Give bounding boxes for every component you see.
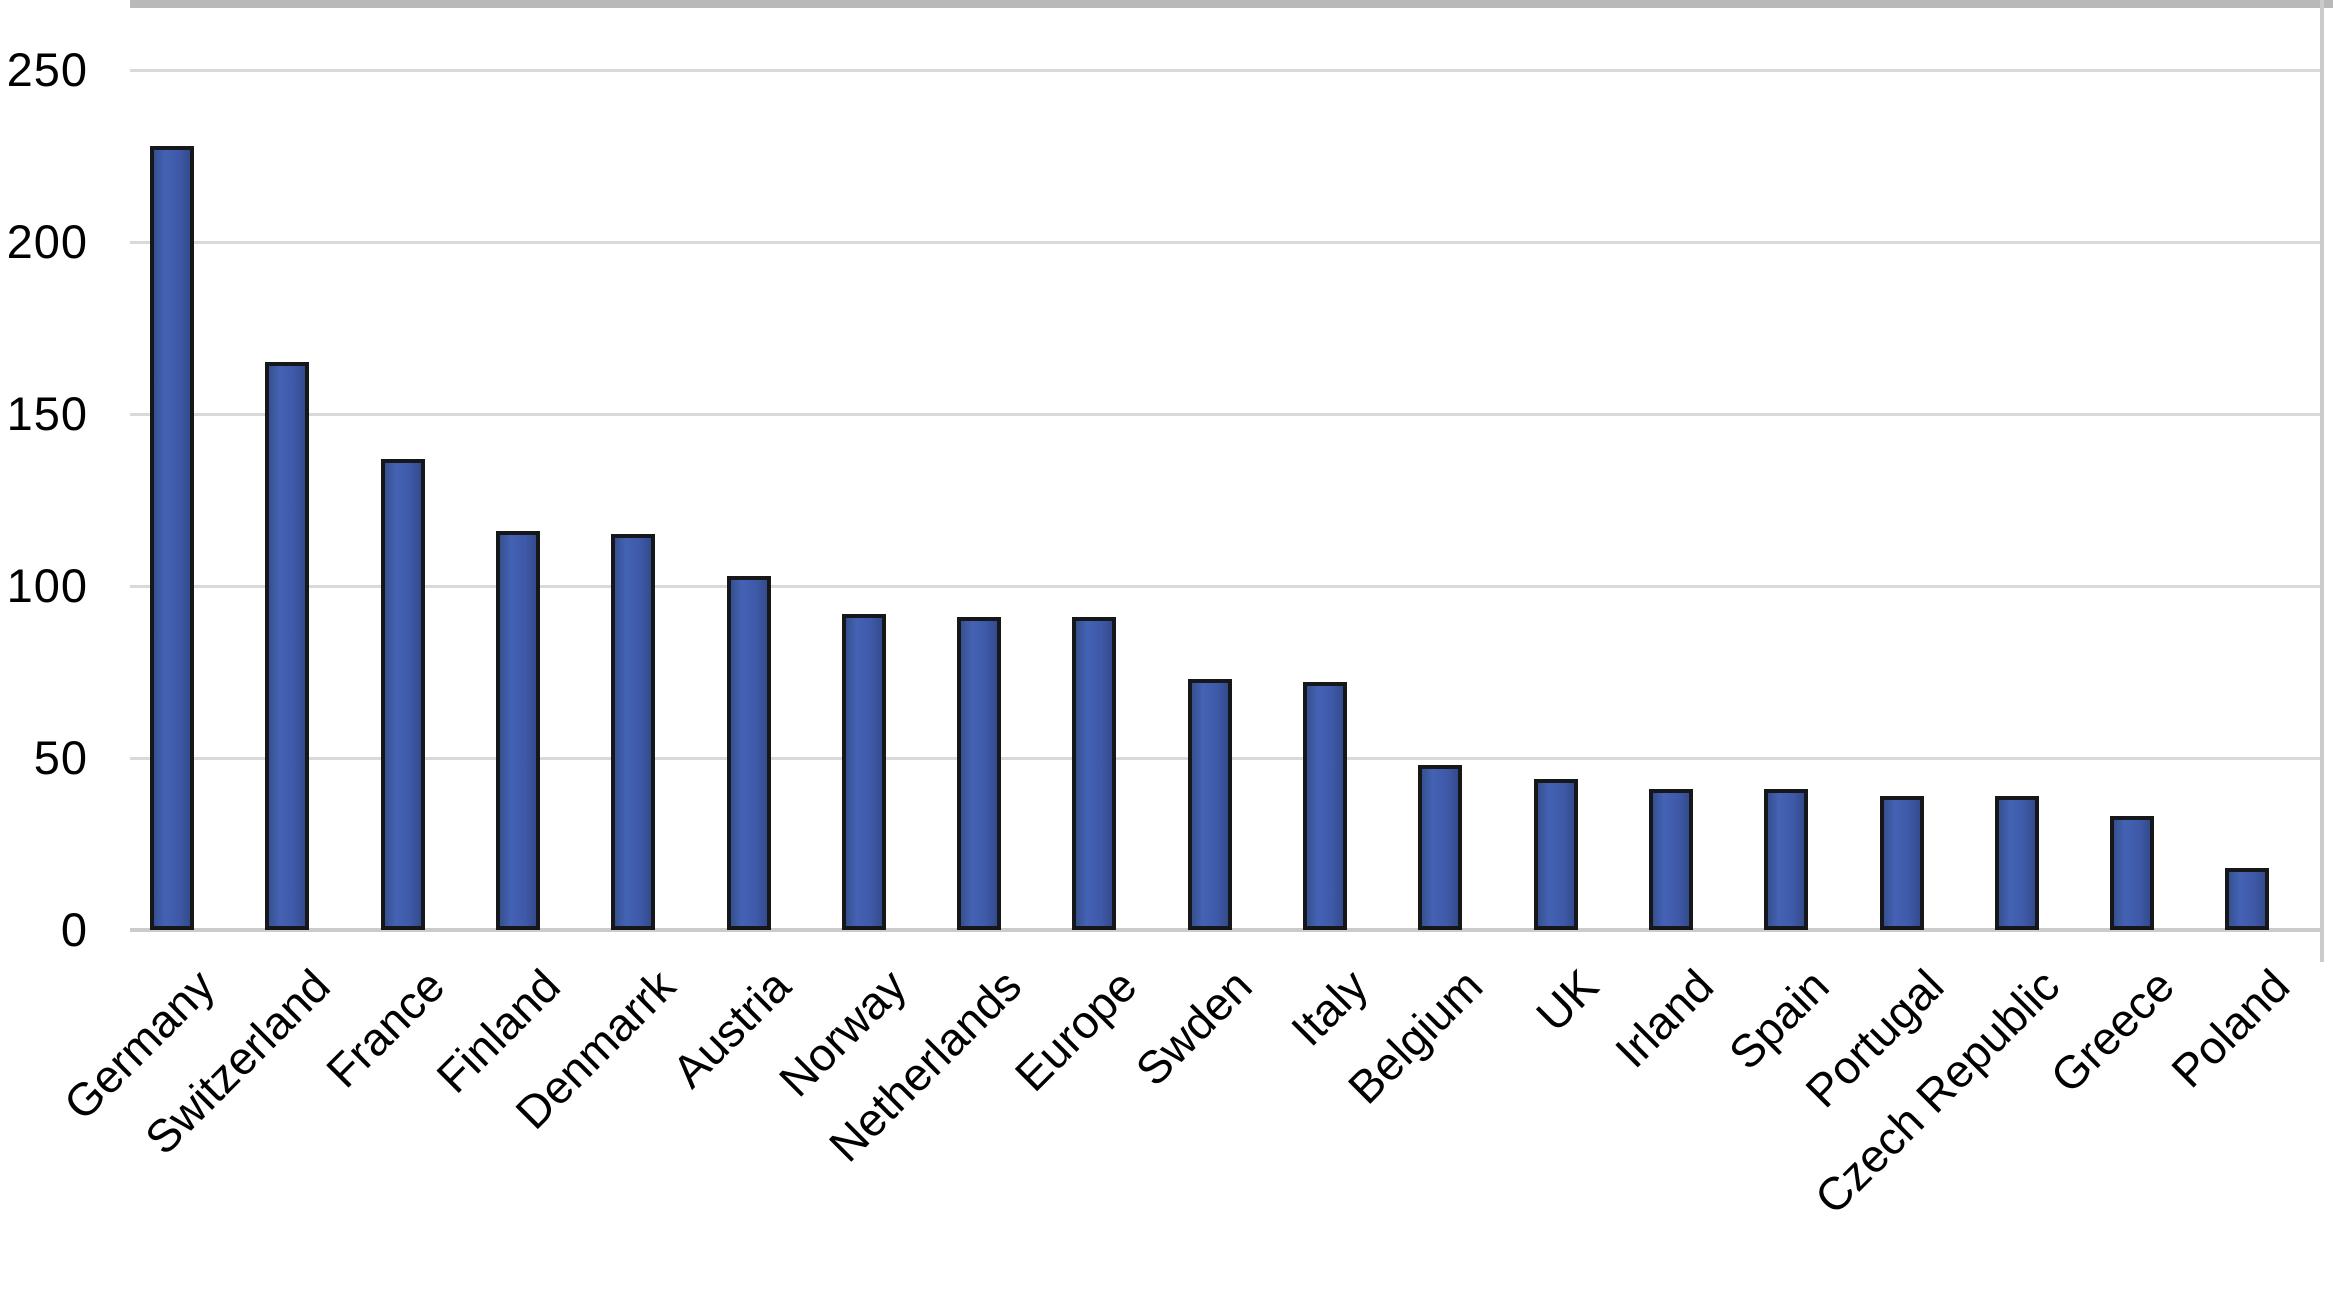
bar-belgium: [1418, 765, 1462, 930]
gridline-250: [130, 69, 2320, 72]
x-axis-label-europe: Europe: [1004, 959, 1147, 1101]
bar-uk: [1534, 779, 1578, 930]
bar-portugal: [1880, 796, 1924, 930]
x-axis-label-poland: Poland: [2161, 959, 2300, 1098]
x-axis-label-uk: UK: [1525, 959, 1608, 1042]
gridline-200: [130, 241, 2320, 244]
bar-poland: [2225, 868, 2269, 930]
y-axis-tick-label: 150: [6, 387, 88, 440]
plot-top-border: [130, 0, 2333, 8]
bar-norway: [842, 614, 886, 930]
bar-france: [381, 459, 425, 930]
bar-greece: [2110, 816, 2154, 930]
x-axis-label-irland: Irland: [1604, 959, 1723, 1078]
bar-czech-republic: [1995, 796, 2039, 930]
bar-finland: [496, 531, 540, 930]
x-axis-label-swden: Swden: [1125, 959, 1262, 1096]
bar-austria: [727, 576, 771, 930]
gridline-100: [130, 585, 2320, 588]
bar-denmarrk: [611, 534, 655, 930]
bar-germany: [150, 146, 194, 930]
y-axis-tick-label: 200: [6, 215, 88, 268]
x-axis-line: [130, 928, 2320, 932]
y-axis-tick-label: 50: [33, 731, 88, 784]
plot-right-border: [2320, 0, 2324, 962]
bar-swden: [1188, 679, 1232, 930]
bar-spain: [1764, 789, 1808, 930]
bar-netherlands: [957, 617, 1001, 930]
x-axis-label-france: France: [316, 959, 455, 1098]
bar-italy: [1303, 682, 1347, 930]
x-axis-label-greece: Greece: [2040, 959, 2185, 1103]
y-axis-tick-label: 0: [60, 903, 88, 956]
y-axis-tick-label: 100: [6, 559, 88, 612]
x-axis-label-italy: Italy: [1280, 959, 1378, 1056]
bar-switzerland: [265, 362, 309, 930]
bar-irland: [1649, 789, 1693, 930]
gridline-150: [130, 413, 2320, 416]
bar-europe: [1072, 617, 1116, 930]
y-axis-tick-label: 250: [6, 43, 88, 96]
